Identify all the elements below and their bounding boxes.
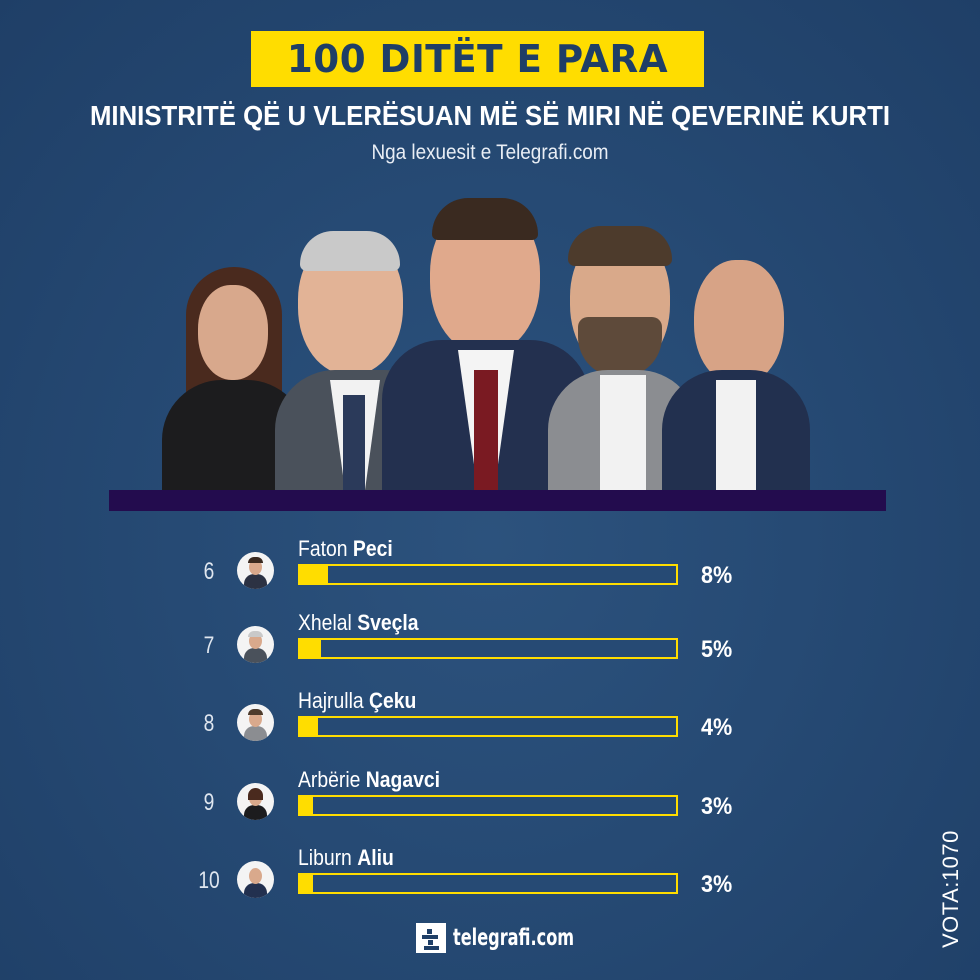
telegrafi-logo-icon bbox=[416, 923, 446, 953]
ranking-row: 9 Arbërie Nagavci 3% bbox=[195, 767, 755, 831]
logo-text: telegrafi.com bbox=[453, 925, 575, 951]
ranking-row: 8 Hajrulla Çeku 4% bbox=[195, 688, 755, 752]
chart-title: MINISTRITË QË U VLERËSUAN MË SË MIRI NË … bbox=[89, 100, 891, 131]
minister-photo-aliu bbox=[660, 260, 810, 490]
telegrafi-logo[interactable]: telegrafi.com bbox=[416, 923, 608, 953]
progress-bar bbox=[298, 638, 678, 659]
rank-number: 7 bbox=[203, 632, 215, 659]
minister-name: Faton Peci bbox=[298, 536, 393, 561]
avatar bbox=[237, 783, 274, 820]
minister-name: Arbërie Nagavci bbox=[298, 767, 441, 792]
percent-value: 4% bbox=[701, 714, 733, 741]
headline-text: 100 DITËT E PARA bbox=[286, 37, 669, 81]
minister-name: Xhelal Sveçla bbox=[298, 610, 419, 635]
chart-source: Nga lexuesit e Telegrafi.com bbox=[371, 141, 609, 164]
ranking-row: 10 Liburn Aliu 3% bbox=[195, 845, 755, 909]
ministers-group-photo bbox=[150, 190, 830, 490]
progress-bar bbox=[298, 716, 678, 737]
vote-count: VOTA:1070 bbox=[938, 830, 963, 948]
percent-value: 3% bbox=[701, 871, 733, 898]
progress-bar bbox=[298, 564, 678, 585]
minister-name: Liburn Aliu bbox=[298, 845, 394, 870]
avatar bbox=[237, 861, 274, 898]
photo-base-bar bbox=[109, 490, 886, 511]
avatar bbox=[237, 704, 274, 741]
ranking-row: 7 Xhelal Sveçla 5% bbox=[195, 610, 755, 674]
percent-value: 5% bbox=[701, 636, 733, 663]
rank-number: 10 bbox=[198, 867, 220, 894]
ranking-row: 6 Faton Peci 8% bbox=[195, 536, 755, 600]
avatar bbox=[237, 552, 274, 589]
minister-photo-peci bbox=[380, 194, 590, 490]
percent-value: 8% bbox=[701, 562, 733, 589]
minister-name: Hajrulla Çeku bbox=[298, 688, 417, 713]
rank-number: 8 bbox=[203, 710, 215, 737]
progress-bar bbox=[298, 873, 678, 894]
rank-number: 6 bbox=[203, 558, 215, 585]
rank-number: 9 bbox=[203, 789, 215, 816]
headline-badge: 100 DITËT E PARA bbox=[251, 31, 704, 87]
progress-bar bbox=[298, 795, 678, 816]
percent-value: 3% bbox=[701, 793, 733, 820]
avatar bbox=[237, 626, 274, 663]
